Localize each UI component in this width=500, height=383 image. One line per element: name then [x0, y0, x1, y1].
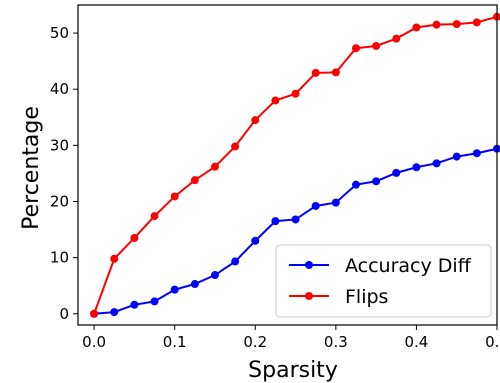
- data-point-flips: [291, 89, 300, 98]
- data-point-flips: [170, 192, 179, 201]
- data-point-accuracy-diff: [291, 215, 300, 224]
- x-tick-label: 0.2: [243, 333, 267, 351]
- data-point-accuracy-diff: [231, 257, 240, 266]
- x-axis-title: Sparsity: [248, 358, 338, 383]
- data-point-accuracy-diff: [351, 180, 360, 189]
- data-point-accuracy-diff: [472, 149, 481, 158]
- legend-marker-flips: [305, 292, 313, 300]
- y-tick-label: 20: [50, 192, 69, 210]
- legend: Accuracy Diff Flips: [275, 244, 492, 318]
- y-axis-title: Percentage: [19, 106, 44, 230]
- legend-label-accuracy-diff: Accuracy Diff: [345, 255, 472, 277]
- data-point-flips: [210, 162, 219, 171]
- data-point-flips: [452, 20, 461, 29]
- data-point-accuracy-diff: [412, 163, 421, 172]
- data-point-accuracy-diff: [392, 168, 401, 177]
- data-point-accuracy-diff: [372, 177, 381, 186]
- data-point-flips: [110, 254, 119, 263]
- data-point-flips: [372, 41, 381, 50]
- data-point-flips: [251, 116, 260, 125]
- data-point-accuracy-diff: [110, 308, 119, 317]
- data-point-flips: [271, 96, 280, 105]
- legend-label-flips: Flips: [345, 286, 388, 308]
- data-point-accuracy-diff: [190, 280, 199, 289]
- data-point-accuracy-diff: [452, 152, 461, 161]
- data-point-flips: [150, 212, 159, 221]
- data-point-accuracy-diff: [271, 217, 280, 226]
- legend-box: [275, 244, 492, 318]
- x-tick-label: 0.0: [82, 333, 106, 351]
- data-point-flips: [472, 18, 481, 27]
- data-point-accuracy-diff: [170, 285, 179, 294]
- data-point-accuracy-diff: [210, 271, 219, 280]
- data-point-flips: [351, 44, 360, 53]
- data-point-accuracy-diff: [130, 300, 139, 309]
- data-point-flips: [311, 68, 320, 77]
- data-point-accuracy-diff: [311, 201, 320, 210]
- data-point-flips: [90, 309, 99, 318]
- data-point-flips: [130, 233, 139, 242]
- x-tick-label: 0.3: [324, 333, 348, 351]
- legend-marker-accuracy-diff: [305, 261, 313, 269]
- data-point-flips: [231, 142, 240, 151]
- data-point-flips: [331, 68, 340, 77]
- plot-area: [90, 12, 500, 318]
- plot-frame: [77, 4, 498, 326]
- x-tick-label: 0.1: [163, 333, 187, 351]
- data-point-flips: [190, 176, 199, 185]
- y-tick-label: 0: [59, 305, 69, 323]
- y-tick-label: 10: [50, 249, 69, 267]
- x-tick-label: 0.4: [404, 333, 428, 351]
- y-tick-label: 40: [50, 80, 69, 98]
- data-point-flips: [392, 34, 401, 43]
- y-tick-label: 30: [50, 136, 69, 154]
- axes: 0.0 0.1 0.2 0.3 0.4 0.5 0 10 20 30 40 50: [50, 4, 500, 351]
- data-point-accuracy-diff: [331, 198, 340, 207]
- data-point-accuracy-diff: [251, 236, 260, 245]
- data-point-flips: [432, 20, 441, 29]
- data-point-accuracy-diff: [150, 297, 159, 306]
- data-point-accuracy-diff: [432, 159, 441, 168]
- data-point-flips: [412, 23, 421, 32]
- x-tick-label: 0.5: [485, 333, 500, 351]
- y-tick-label: 50: [50, 24, 69, 42]
